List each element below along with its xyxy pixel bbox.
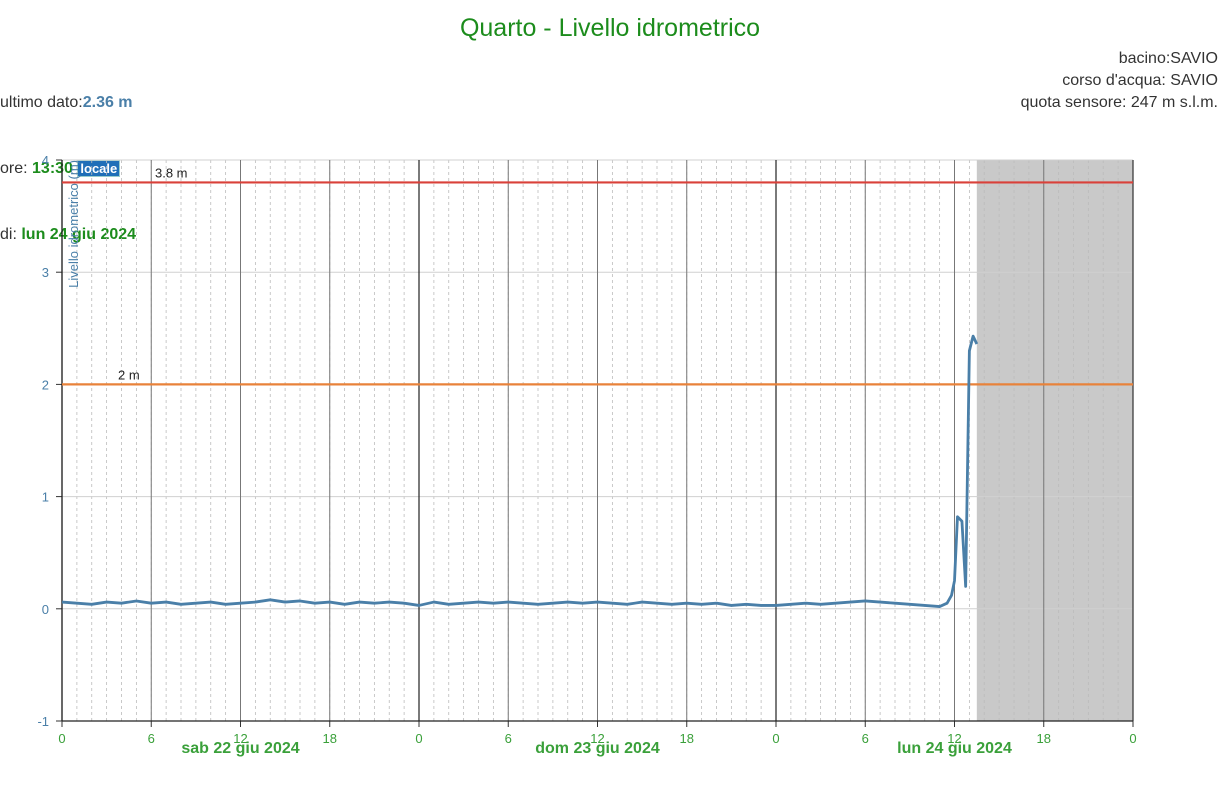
x-tick-label: 0	[415, 731, 422, 746]
chart-title: Quarto - Livello idrometrico	[459, 14, 761, 42]
x-tick-label: 12	[590, 731, 604, 746]
info-label: di:	[0, 226, 22, 243]
x-tick-label: 18	[680, 731, 694, 746]
y-tick-label: 0	[42, 602, 49, 617]
info-row: corso d'acqua: SAVIO	[1062, 72, 1218, 89]
info-row: ore: 13:30 locale	[0, 158, 136, 180]
info-right: bacino:SAVIO corso d'acqua: SAVIO quota …	[1021, 48, 1218, 114]
threshold-label: 2 m	[118, 367, 140, 382]
x-tick-label: 18	[323, 731, 337, 746]
info-row: quota sensore: 247 m s.l.m.	[1020, 94, 1218, 111]
future-shade	[976, 160, 1133, 721]
x-tick-label: 6	[862, 731, 869, 746]
info-label: ultimo dato:	[0, 94, 83, 111]
info-left: ultimo dato:2.36 m ore: 13:30 locale di:…	[0, 48, 136, 268]
info-row: ultimo dato:2.36 m	[0, 92, 136, 114]
y-tick-label: 2	[42, 377, 49, 392]
info-label: ore:	[0, 160, 33, 177]
info-value: 13:30	[32, 160, 73, 177]
info-row: bacino:SAVIO	[1118, 50, 1218, 67]
y-tick-label: 3	[42, 265, 49, 280]
day-label: dom 23 giu 2024	[535, 740, 660, 757]
x-tick-label: 6	[148, 731, 155, 746]
info-value: 2.36 m	[82, 94, 133, 111]
info-value: lun 24 giu 2024	[21, 226, 137, 243]
x-tick-label: 6	[505, 731, 512, 746]
x-tick-label: 12	[947, 731, 961, 746]
day-label: sab 22 giu 2024	[181, 740, 299, 757]
info-row: di: lun 24 giu 2024	[0, 224, 136, 246]
y-tick-label: 4	[42, 153, 49, 168]
data-line	[61, 334, 979, 608]
x-tick-label: 18	[1037, 731, 1051, 746]
x-tick-label: 0	[58, 731, 65, 746]
y-tick-label: 1	[42, 490, 49, 505]
x-tick-label: 0	[1129, 731, 1136, 746]
threshold-label: 3.8 m	[155, 165, 188, 180]
day-label: lun 24 giu 2024	[897, 740, 1012, 757]
y-axis-label: Livello idrometrico (m)	[66, 160, 81, 288]
x-tick-label: 0	[772, 731, 779, 746]
x-tick-label: 12	[233, 731, 247, 746]
timezone-badge[interactable]: locale	[77, 160, 121, 177]
y-tick-label: -1	[37, 714, 49, 729]
